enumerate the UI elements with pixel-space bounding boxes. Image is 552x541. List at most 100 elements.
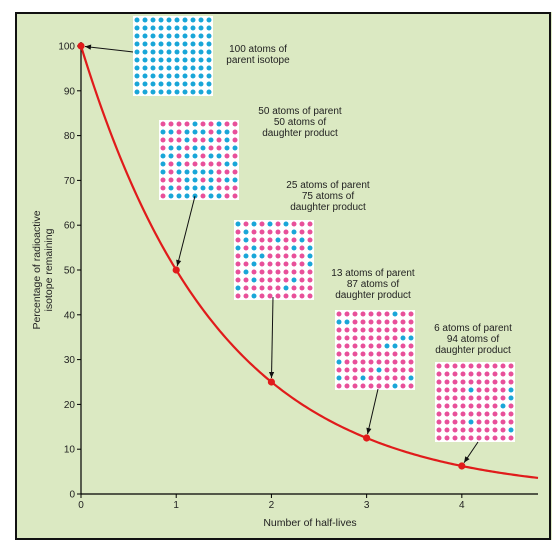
parent-atom <box>208 177 214 183</box>
parent-atom <box>150 25 156 31</box>
parent-atom <box>206 81 212 87</box>
daughter-atom <box>243 221 249 227</box>
parent-atom <box>176 161 182 167</box>
daughter-atom <box>468 411 474 417</box>
daughter-atom <box>476 411 482 417</box>
parent-atom <box>134 33 140 39</box>
daughter-atom <box>224 153 230 159</box>
annotation-label-2-2: daughter product <box>290 202 366 213</box>
daughter-atom <box>200 193 206 199</box>
daughter-atom <box>216 145 222 151</box>
parent-atom <box>392 383 398 389</box>
parent-atom <box>216 153 222 159</box>
daughter-atom <box>216 137 222 143</box>
daughter-atom <box>476 395 482 401</box>
parent-atom <box>142 17 148 23</box>
daughter-atom <box>384 319 390 325</box>
daughter-atom <box>344 343 350 349</box>
parent-atom <box>176 169 182 175</box>
parent-atom <box>243 269 249 275</box>
daughter-atom <box>232 153 238 159</box>
parent-atom <box>200 145 206 151</box>
y-axis-title-line-1: Percentage of radioactive <box>31 210 43 329</box>
parent-atom <box>200 169 206 175</box>
daughter-atom <box>352 311 358 317</box>
parent-atom <box>206 25 212 31</box>
daughter-atom <box>160 177 166 183</box>
daughter-atom <box>336 343 342 349</box>
annotation-label-3-0: 13 atoms of parent <box>331 268 415 279</box>
parent-atom <box>176 193 182 199</box>
parent-atom <box>182 89 188 95</box>
parent-atom <box>508 395 514 401</box>
daughter-atom <box>283 269 289 275</box>
daughter-atom <box>408 327 414 333</box>
daughter-atom <box>492 395 498 401</box>
parent-atom <box>184 129 190 135</box>
parent-atom <box>166 33 172 39</box>
daughter-atom <box>208 161 214 167</box>
parent-atom <box>267 221 273 227</box>
atom-box-2 <box>234 220 314 300</box>
parent-atom <box>158 73 164 79</box>
daughter-atom <box>299 253 305 259</box>
daughter-atom <box>368 383 374 389</box>
parent-atom <box>158 49 164 55</box>
parent-atom <box>174 89 180 95</box>
parent-atom <box>174 57 180 63</box>
parent-atom <box>182 33 188 39</box>
daughter-atom <box>275 221 281 227</box>
parent-atom <box>224 129 230 135</box>
daughter-atom <box>291 293 297 299</box>
parent-atom <box>206 49 212 55</box>
daughter-atom <box>360 367 366 373</box>
parent-atom <box>192 153 198 159</box>
parent-atom <box>134 25 140 31</box>
parent-atom <box>198 65 204 71</box>
y-tick-label-100: 100 <box>58 42 75 53</box>
annotation-arrowhead-3 <box>366 427 372 435</box>
daughter-atom <box>384 351 390 357</box>
parent-atom <box>182 81 188 87</box>
parent-atom <box>208 153 214 159</box>
annotation-arrowhead-1 <box>176 259 182 267</box>
daughter-atom <box>200 177 206 183</box>
annotation-label-1-1: 50 atoms of <box>274 117 326 128</box>
parent-atom <box>508 387 514 393</box>
daughter-atom <box>235 269 241 275</box>
daughter-atom <box>307 293 313 299</box>
daughter-atom <box>500 435 506 441</box>
atom-box-3 <box>335 310 415 390</box>
daughter-atom <box>232 185 238 191</box>
daughter-atom <box>299 285 305 291</box>
daughter-atom <box>216 177 222 183</box>
daughter-atom <box>352 359 358 365</box>
parent-atom <box>166 25 172 31</box>
y-tick-label-40: 40 <box>64 310 76 321</box>
daughter-atom <box>232 193 238 199</box>
daughter-atom <box>468 363 474 369</box>
daughter-atom <box>368 327 374 333</box>
parent-atom <box>232 161 238 167</box>
daughter-atom <box>400 383 406 389</box>
daughter-atom <box>299 269 305 275</box>
daughter-atom <box>267 261 273 267</box>
daughter-atom <box>259 261 265 267</box>
parent-atom <box>206 33 212 39</box>
parent-atom <box>166 81 172 87</box>
daughter-atom <box>344 367 350 373</box>
annotation-label-2-0: 25 atoms of parent <box>286 180 370 191</box>
daughter-atom <box>452 395 458 401</box>
parent-atom <box>150 89 156 95</box>
daughter-atom <box>299 261 305 267</box>
parent-atom <box>408 375 414 381</box>
daughter-atom <box>235 253 241 259</box>
daughter-atom <box>376 319 382 325</box>
daughter-atom <box>408 343 414 349</box>
daughter-atom <box>460 363 466 369</box>
parent-atom <box>216 129 222 135</box>
parent-atom <box>198 73 204 79</box>
parent-atom <box>259 253 265 259</box>
daughter-atom <box>468 427 474 433</box>
daughter-atom <box>500 387 506 393</box>
